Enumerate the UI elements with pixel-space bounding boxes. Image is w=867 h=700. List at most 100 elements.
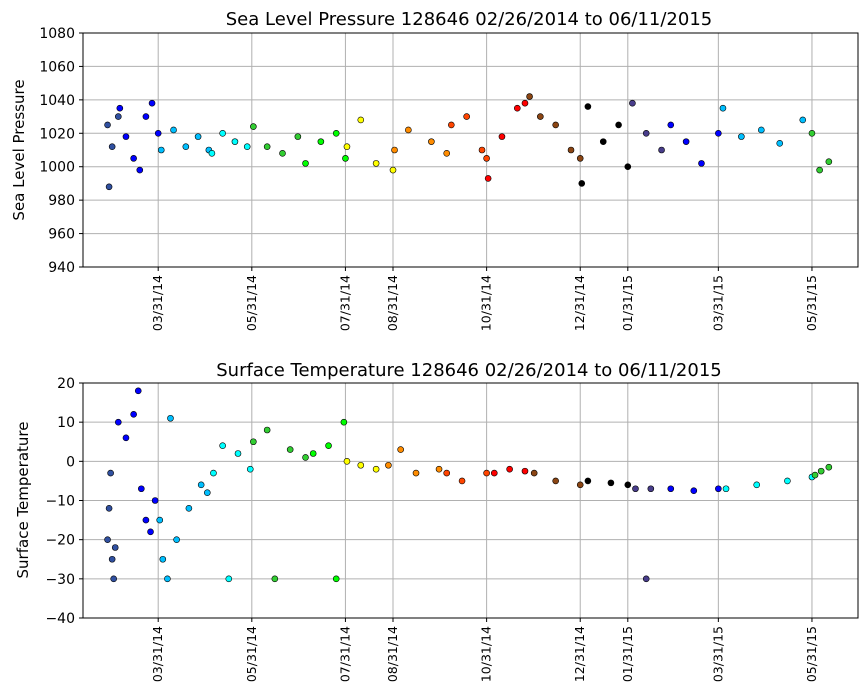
y-tick-label: 0 <box>66 454 75 470</box>
data-point <box>340 418 348 426</box>
surface-temperature-x-ticks: 03/31/14 05/31/14 07/31/14 08/31/14 10/31/14… <box>150 618 819 682</box>
x-tick-label: 05/31/15 <box>804 626 819 682</box>
data-point <box>389 166 397 174</box>
data-point <box>250 123 257 130</box>
data-point <box>690 487 698 495</box>
series-4 <box>250 426 309 583</box>
data-point <box>182 143 190 150</box>
x-tick-label: 07/31/14 <box>337 275 352 331</box>
data-point <box>263 143 271 150</box>
data-point <box>110 575 117 583</box>
data-point <box>483 155 490 162</box>
data-point <box>122 133 130 140</box>
data-point <box>576 155 584 162</box>
series-7 <box>391 126 451 157</box>
x-tick-label: 03/31/15 <box>710 626 725 682</box>
data-point <box>526 93 533 100</box>
data-point <box>478 146 486 154</box>
data-point <box>552 477 559 485</box>
data-point <box>816 166 823 174</box>
data-point <box>624 163 632 171</box>
sea-level-pressure-marks <box>104 93 833 191</box>
series-10 <box>530 469 584 489</box>
data-point <box>443 469 451 477</box>
x-tick-label: 03/31/14 <box>150 275 165 331</box>
data-point <box>412 469 420 477</box>
data-point <box>148 99 156 107</box>
data-point <box>170 126 177 134</box>
data-point <box>514 104 521 112</box>
data-point <box>576 481 584 489</box>
series-6 <box>343 116 397 174</box>
data-point <box>405 126 412 134</box>
data-point <box>521 99 529 107</box>
data-point <box>458 477 466 485</box>
data-point <box>738 133 745 140</box>
data-point <box>243 143 251 150</box>
data-point <box>753 481 761 489</box>
data-point <box>343 458 351 465</box>
data-point <box>385 461 392 469</box>
data-point <box>607 479 615 487</box>
y-tick-label: 1020 <box>39 126 75 142</box>
data-point <box>147 528 154 536</box>
x-tick-label: 10/31/14 <box>479 626 494 682</box>
data-point <box>537 113 544 120</box>
data-point <box>138 485 145 493</box>
data-point <box>325 442 332 449</box>
series-2 <box>156 414 211 583</box>
data-point <box>250 438 257 446</box>
series-12 <box>632 485 655 583</box>
sea-level-pressure-grid <box>83 32 858 268</box>
data-point <box>194 133 202 140</box>
data-point <box>647 485 655 493</box>
data-point <box>682 138 690 145</box>
data-point <box>114 418 122 426</box>
data-point <box>114 113 122 120</box>
series-9 <box>484 99 529 182</box>
x-tick-label: 07/31/14 <box>337 626 352 682</box>
y-tick-label: −30 <box>45 572 75 588</box>
data-point <box>167 414 174 422</box>
data-point <box>552 121 559 129</box>
series-13 <box>667 121 722 167</box>
data-point <box>231 138 239 145</box>
surface-temperature-y-ticks: −40 −30 −20 −10 0 10 20 <box>45 376 83 627</box>
data-point <box>130 155 137 162</box>
x-tick-label: 01/31/15 <box>620 275 635 331</box>
data-point <box>391 146 398 154</box>
x-tick-label: 05/31/15 <box>804 275 819 331</box>
series-13 <box>667 485 722 495</box>
data-point <box>428 138 435 145</box>
y-tick-label: 1080 <box>39 26 75 42</box>
data-point <box>142 516 150 524</box>
data-point <box>185 505 193 512</box>
data-point <box>443 150 451 157</box>
data-point <box>294 133 302 140</box>
series-6 <box>343 458 380 473</box>
data-point <box>197 481 205 489</box>
data-point <box>372 160 380 167</box>
series-14 <box>722 473 816 493</box>
data-point <box>698 160 705 167</box>
y-tick-label: 10 <box>57 415 75 431</box>
data-point <box>343 143 351 150</box>
data-point <box>108 143 116 150</box>
data-point <box>357 116 365 124</box>
data-point <box>808 129 816 137</box>
data-point <box>567 146 575 154</box>
data-point <box>372 465 380 473</box>
data-point <box>715 129 722 137</box>
series-9 <box>490 465 529 477</box>
y-tick-label: 960 <box>48 227 75 243</box>
y-tick-label: −10 <box>45 494 75 510</box>
data-point <box>498 133 506 140</box>
series-15 <box>811 463 833 479</box>
y-tick-label: −20 <box>45 533 75 549</box>
series-10 <box>526 93 584 162</box>
data-point <box>642 575 650 583</box>
series-3 <box>210 442 254 583</box>
data-point <box>776 140 784 147</box>
y-tick-label: 1000 <box>39 160 75 176</box>
